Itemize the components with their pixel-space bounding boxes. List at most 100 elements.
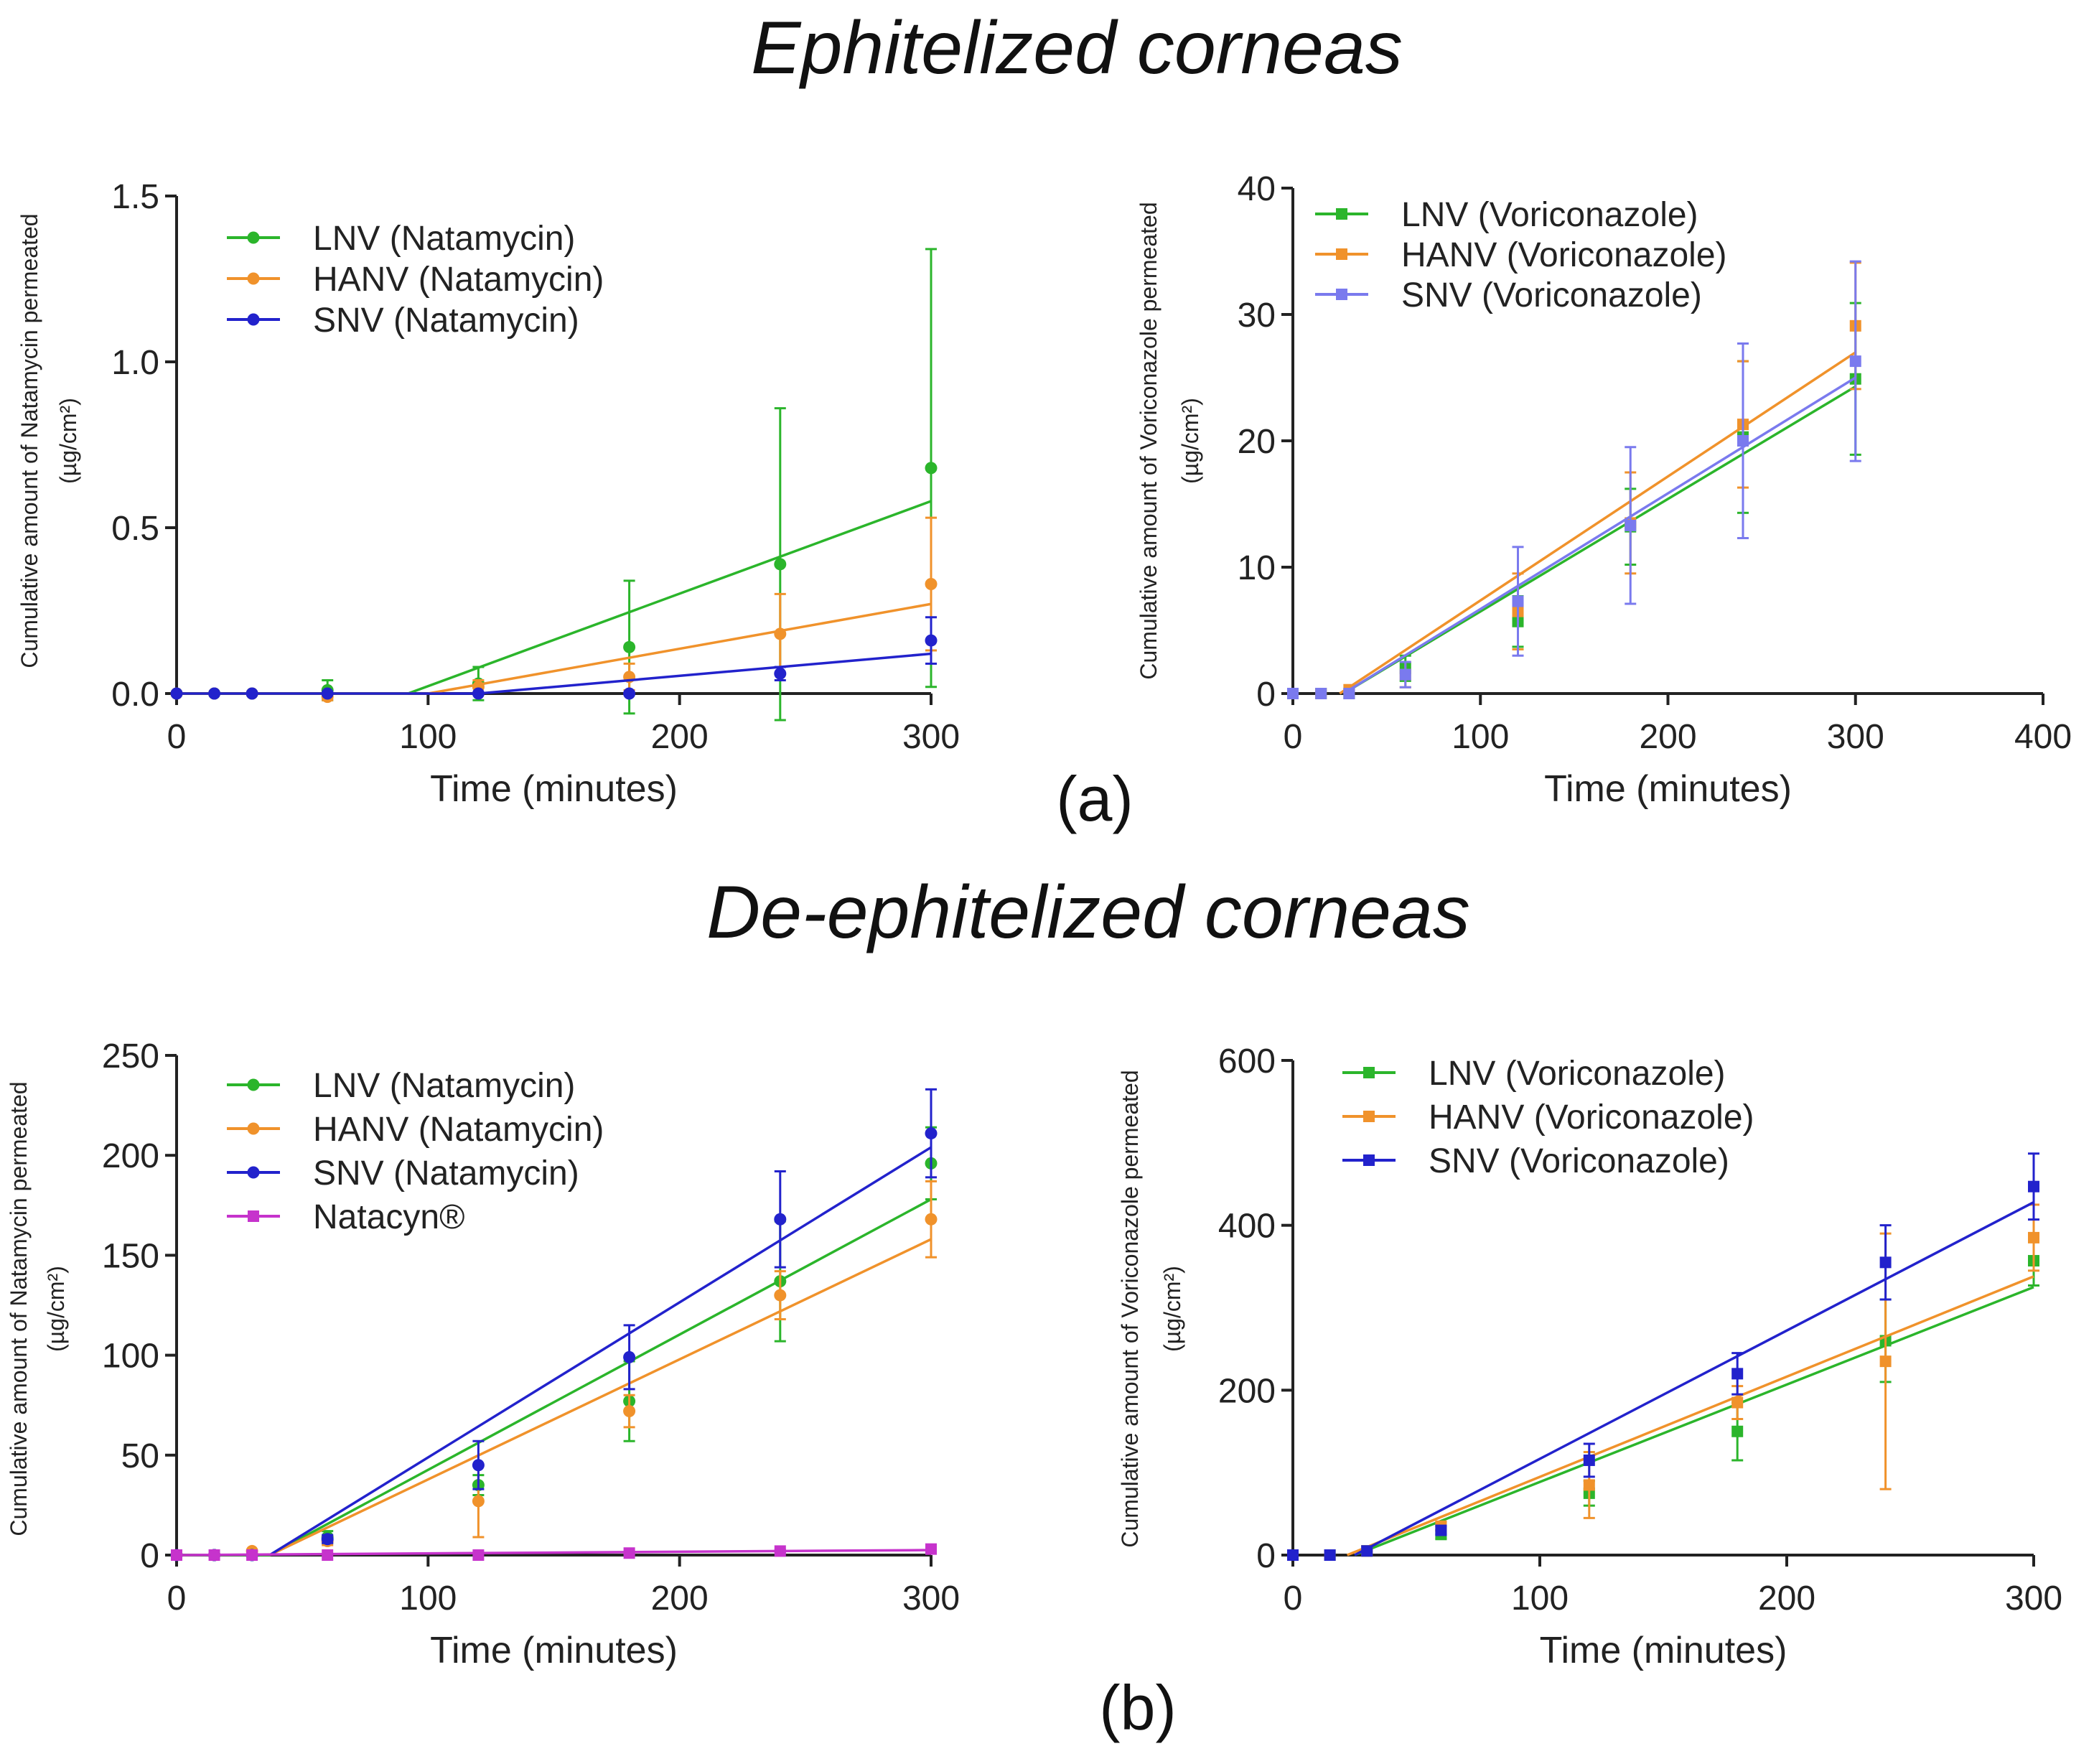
data-point [1731, 1425, 1744, 1437]
fit-line [1342, 376, 1856, 695]
fit-line [268, 1238, 932, 1557]
y-tick-label: 150 [102, 1237, 159, 1275]
series-hanv [1287, 261, 1861, 699]
x-tick-label: 200 [1758, 1579, 1815, 1618]
series-hanv [170, 516, 938, 704]
x-tick-label: 300 [1827, 718, 1884, 756]
data-point [774, 1545, 786, 1557]
data-point [623, 687, 636, 700]
section-title-de-ephitelized: De-ephitelized corneas [706, 871, 1470, 954]
y-axis-unit: (µg/cm²) [43, 1266, 69, 1352]
fit-line [1354, 1200, 2034, 1557]
y-tick-label: 1.5 [111, 178, 159, 216]
y-tick-label: 0 [1256, 1537, 1276, 1575]
legend-marker [247, 1122, 260, 1135]
legend-label: SNV (Voriconazole) [1401, 276, 1702, 314]
data-point [623, 640, 636, 653]
legend-label: LNV (Voriconazole) [1401, 196, 1698, 234]
chart-a-natamycin: 0 100 200 300 0.0 0.5 1.0 1.5 Time (minutes) Cumu… [17, 178, 960, 810]
data-point [208, 1549, 220, 1561]
y-tick-label: 0 [1256, 676, 1276, 714]
legend-item: HANV (Natamycin) [227, 261, 604, 299]
y-tick-label: 600 [1218, 1042, 1276, 1081]
x-tick-label: 0 [1284, 1579, 1303, 1618]
data-point [2028, 1180, 2039, 1193]
x-axis-title: Time (minutes) [430, 768, 678, 810]
x-tick-label: 100 [1511, 1579, 1569, 1618]
panel-label-b: (b) [1099, 1672, 1177, 1743]
data-point [623, 1547, 635, 1559]
legend-marker [1336, 289, 1347, 300]
x-tick-label: 0 [167, 1579, 187, 1618]
legend-item: HANV (Natamycin) [227, 1111, 604, 1149]
data-point [774, 667, 787, 680]
y-tick-label: 200 [1218, 1372, 1276, 1410]
x-tick-label: 400 [2014, 718, 2072, 756]
legend-label: HANV (Voriconazole) [1429, 1098, 1754, 1137]
data-point [1583, 1479, 1595, 1491]
data-point [208, 687, 221, 700]
fit-line [1339, 351, 1856, 695]
fit-line [1347, 1275, 2034, 1557]
y-tick-label: 50 [121, 1437, 159, 1475]
data-point [246, 687, 258, 700]
y-axis-title: Cumulative amount of Natamycin permeated [17, 213, 42, 668]
x-axis-title: Time (minutes) [430, 1630, 678, 1671]
y-tick-label: 10 [1238, 549, 1276, 587]
data-point [925, 462, 938, 475]
data-point [1324, 1549, 1336, 1561]
data-point [1731, 1368, 1744, 1380]
x-tick-label: 100 [399, 1579, 457, 1618]
chart-b-natamycin: 0 100 200 300 0 50 100 150 200 250 Time (minutes) C… [6, 1037, 960, 1671]
data-point [472, 687, 485, 700]
legend-item: HANV (Voriconazole) [1342, 1098, 1754, 1137]
legend-marker [1336, 248, 1347, 260]
fit-line [177, 652, 932, 695]
x-tick-label: 200 [651, 1579, 709, 1618]
y-axis-unit: (µg/cm²) [1177, 398, 1203, 484]
legend-label: LNV (Natamycin) [313, 1067, 575, 1105]
legend-item: SNV (Voriconazole) [1342, 1142, 1729, 1180]
data-point [1512, 595, 1524, 607]
data-point [1399, 668, 1411, 681]
data-point [925, 634, 938, 647]
data-point [171, 1549, 182, 1561]
chart-a-voriconazole: 0 100 200 300 400 0 10 20 30 40 Time (minutes) Cumu… [1136, 170, 2072, 810]
data-point [170, 687, 183, 700]
x-tick-label: 100 [399, 718, 457, 756]
x-tick-label: 200 [1639, 718, 1696, 756]
y-tick-label: 40 [1238, 170, 1276, 208]
data-point [472, 1459, 485, 1472]
data-point [1287, 688, 1299, 699]
x-tick-label: 200 [651, 718, 709, 756]
data-point [623, 1405, 636, 1418]
y-tick-label: 0 [140, 1537, 159, 1575]
fit-line [177, 1198, 932, 1557]
data-point [1361, 1545, 1373, 1557]
legend-item: LNV (Voriconazole) [1342, 1055, 1726, 1093]
data-point [774, 1213, 787, 1226]
chart-b-voriconazole: 0 100 200 300 0 200 400 600 Time (minutes) Cumula… [1117, 1042, 2062, 1671]
fit-line [1354, 1286, 2034, 1557]
y-tick-label: 20 [1238, 423, 1276, 461]
data-point [1731, 1396, 1744, 1409]
legend-marker [247, 1166, 260, 1179]
x-axis-title: Time (minutes) [1544, 768, 1792, 810]
legend-label: HANV (Natamycin) [313, 1111, 604, 1149]
legend-marker [248, 1210, 259, 1222]
legend-item: Natacyn® [227, 1198, 464, 1236]
data-point [1737, 435, 1749, 447]
y-axis-title: Cumulative amount of Natamycin permeated [6, 1081, 32, 1536]
data-point [925, 578, 938, 591]
data-point [623, 1350, 636, 1363]
y-axis-unit: (µg/cm²) [55, 398, 81, 484]
x-axis-title: Time (minutes) [1540, 1630, 1787, 1671]
legend-item: LNV (Natamycin) [227, 220, 575, 258]
legend-marker [247, 272, 260, 285]
x-tick-label: 100 [1452, 718, 1509, 756]
data-point [925, 1213, 938, 1226]
legend-label: HANV (Voriconazole) [1401, 236, 1727, 274]
y-axis-unit: (µg/cm²) [1159, 1266, 1185, 1352]
fit-line [176, 1549, 932, 1557]
